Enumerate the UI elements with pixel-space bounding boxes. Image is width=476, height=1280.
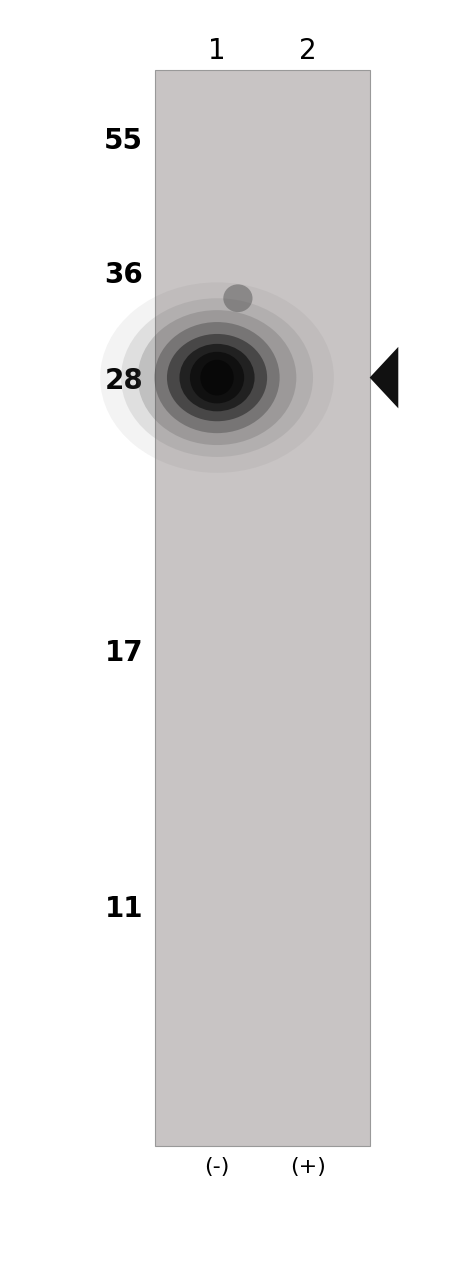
Text: 1: 1 [208, 37, 225, 65]
Text: 2: 2 [298, 37, 316, 65]
Text: 17: 17 [104, 639, 143, 667]
Ellipse shape [167, 334, 267, 421]
Text: 28: 28 [104, 367, 143, 396]
Ellipse shape [138, 310, 296, 445]
Ellipse shape [189, 352, 244, 403]
Bar [155, 70, 369, 1146]
Ellipse shape [154, 323, 279, 433]
Text: (-): (-) [204, 1157, 229, 1178]
Ellipse shape [223, 284, 252, 312]
Ellipse shape [179, 344, 254, 411]
Text: 36: 36 [104, 261, 143, 289]
Polygon shape [369, 347, 397, 408]
Ellipse shape [100, 283, 333, 472]
Text: 55: 55 [104, 127, 143, 155]
Ellipse shape [121, 298, 312, 457]
Text: (+): (+) [289, 1157, 325, 1178]
Ellipse shape [200, 360, 233, 396]
Text: 11: 11 [104, 895, 143, 923]
